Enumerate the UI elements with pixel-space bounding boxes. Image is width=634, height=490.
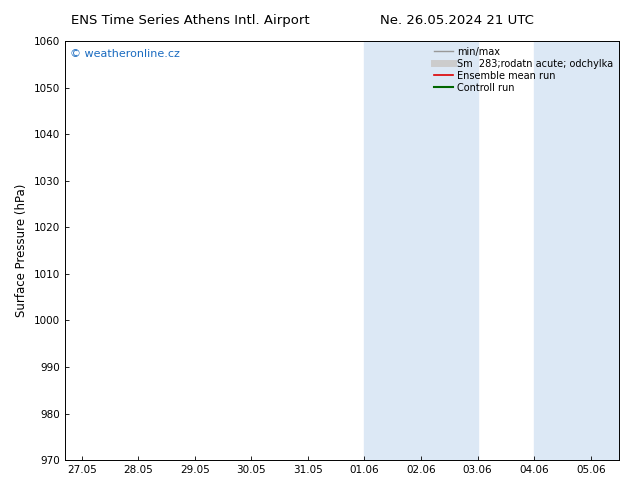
Y-axis label: Surface Pressure (hPa): Surface Pressure (hPa) bbox=[15, 184, 28, 318]
Text: Ne. 26.05.2024 21 UTC: Ne. 26.05.2024 21 UTC bbox=[380, 14, 533, 27]
Text: © weatheronline.cz: © weatheronline.cz bbox=[70, 49, 180, 59]
Legend: min/max, Sm  283;rodatn acute; odchylka, Ensemble mean run, Controll run: min/max, Sm 283;rodatn acute; odchylka, … bbox=[430, 43, 617, 97]
Text: ENS Time Series Athens Intl. Airport: ENS Time Series Athens Intl. Airport bbox=[71, 14, 309, 27]
Bar bbox=[365, 41, 477, 460]
Bar bbox=[534, 41, 634, 460]
